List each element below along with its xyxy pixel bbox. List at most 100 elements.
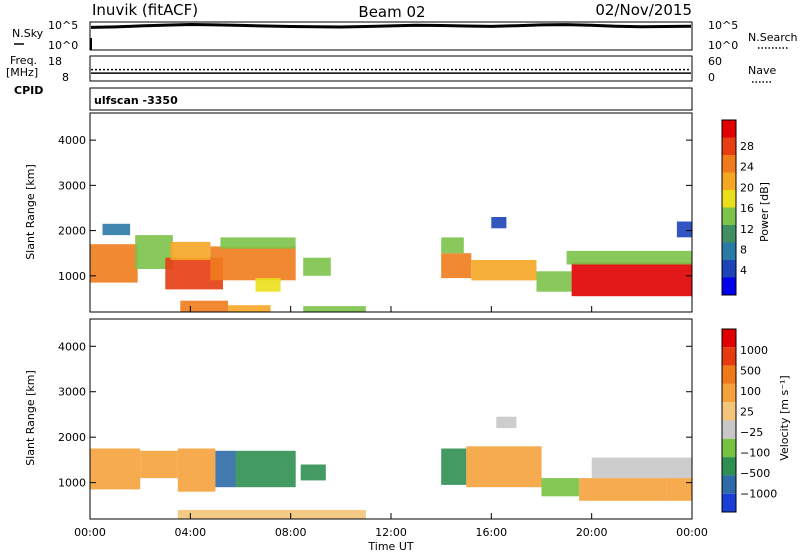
data-region-11 — [491, 217, 507, 229]
data-region-12 — [536, 271, 572, 292]
power-ylabel: Slant Range [km] — [24, 164, 37, 260]
x-tick-label-6: 00:00 — [676, 526, 708, 539]
data-region-5 — [220, 237, 296, 249]
colorbar-tick-0: 28 — [740, 140, 754, 153]
velocity-y-axis: 1000 2000 3000 4000 — [58, 340, 692, 490]
x-tick-label-5: 20:00 — [576, 526, 608, 539]
velocity-panel: 1000 2000 3000 4000 00:00 04:00 08:00 12:00 16:… — [24, 318, 791, 553]
data-region-5 — [300, 464, 326, 481]
colorbar-swatch-6 — [722, 225, 736, 243]
x-tick-label-3: 12:00 — [375, 526, 407, 539]
data-region-8 — [441, 253, 472, 279]
x-tick-label-2: 08:00 — [275, 526, 307, 539]
y-tick-label-1: 2000 — [58, 431, 86, 444]
y-tick-label-0: 1000 — [58, 270, 86, 283]
colorbar-swatch-1 — [722, 347, 736, 366]
noise-right-tick-top: 10^5 — [708, 19, 738, 32]
noise-right-tick-bottom: 10^0 — [708, 39, 738, 52]
colorbar-swatch-7 — [722, 457, 736, 476]
colorbar-tick-0: 1000 — [740, 344, 768, 357]
data-region-14 — [566, 250, 692, 265]
power-x-ticks — [89, 306, 693, 312]
frequency-panel-frame — [89, 55, 693, 82]
velocity-x-axis: 00:00 04:00 08:00 12:00 16:00 20:00 00:00 — [74, 513, 708, 539]
colorbar-swatch-7 — [722, 242, 736, 260]
data-region-17 — [303, 306, 366, 312]
data-region-13 — [571, 262, 692, 297]
colorbar-swatch-2 — [722, 155, 736, 173]
colorbar-swatch-9 — [722, 277, 736, 295]
y-tick-label-2: 3000 — [58, 386, 86, 399]
station-title: Inuvik (fitACF) — [92, 1, 198, 19]
colorbar-tick-4: −25 — [740, 426, 763, 439]
colorbar-swatch-9 — [722, 493, 736, 512]
noise-panel-frame — [89, 21, 693, 51]
x-tick-label-4: 16:00 — [475, 526, 507, 539]
freq-label: Freq. — [10, 54, 37, 67]
data-region-8 — [496, 416, 517, 429]
data-region-2 — [177, 448, 216, 492]
power-colorbar: 28 24 20 16 12 8 4 — [721, 119, 754, 296]
colorbar-tick-3: 25 — [740, 406, 754, 419]
data-region-4 — [210, 246, 296, 281]
data-region-10 — [471, 260, 537, 281]
colorbar-swatch-8 — [722, 260, 736, 278]
colorbar-swatch-3 — [722, 172, 736, 190]
colorbar-swatch-2 — [722, 365, 736, 384]
data-region-11 — [591, 457, 692, 479]
velocity-data — [90, 416, 692, 519]
cpid-bar-frame — [89, 87, 693, 111]
data-region-0 — [90, 244, 138, 283]
data-region-9 — [441, 237, 464, 254]
nave-tick-top: 60 — [708, 55, 722, 68]
freq-tick-top: 18 — [48, 55, 62, 68]
freq-units: [MHz] — [6, 66, 38, 79]
frequency-panel: Freq. [MHz] CPID 18 8 60 0 Nave — [6, 54, 776, 97]
beam-label: Beam 02 — [358, 3, 425, 21]
colorbar-swatch-1 — [722, 137, 736, 155]
colorbar-swatch-6 — [722, 438, 736, 458]
colorbar-swatch-8 — [722, 475, 736, 494]
colorbar-tick-5: 8 — [740, 244, 747, 257]
noise-panel: N.Sky 10^5 10^0 10^5 10^0 N.Search — [12, 19, 798, 52]
colorbar-tick-2: 20 — [740, 181, 754, 194]
power-colorbar-label: Power [dB] — [758, 182, 771, 242]
colorbar-swatch-0 — [722, 120, 736, 138]
cpid-value: ulfscan -3350 — [94, 94, 178, 107]
data-region-12 — [666, 478, 692, 501]
y-tick-label-2: 3000 — [58, 179, 86, 192]
noise-sky-line — [90, 22, 692, 29]
data-region-6 — [303, 257, 331, 276]
cpid-bar: ulfscan -3350 — [89, 87, 693, 111]
colorbar-tick-6: 4 — [740, 264, 747, 277]
data-region-18 — [102, 223, 131, 236]
power-panel: 1000 2000 3000 4000 Slant Range [km] 28 24 20… — [24, 112, 771, 313]
nsky-label: N.Sky — [12, 27, 44, 40]
y-tick-label-1: 2000 — [58, 225, 86, 238]
data-region-7 — [255, 278, 281, 292]
x-axis-label: Time UT — [367, 540, 413, 553]
nsearch-label: N.Search — [748, 31, 798, 44]
colorbar-swatch-4 — [722, 190, 736, 208]
power-y-axis: 1000 2000 3000 4000 — [58, 134, 692, 283]
data-region-16 — [228, 305, 271, 312]
data-region-3 — [170, 241, 211, 260]
data-region-1 — [140, 450, 178, 479]
x-tick-label-1: 04:00 — [174, 526, 206, 539]
colorbar-swatch-3 — [722, 383, 736, 403]
data-region-7 — [466, 446, 542, 488]
data-region-19 — [676, 221, 692, 238]
colorbar-tick-6: −500 — [740, 467, 770, 480]
velocity-colorbar: 1000 500 100 25 −25 −100 −500 −1000 — [721, 328, 777, 513]
data-region-3 — [215, 450, 236, 488]
colorbar-frame — [721, 328, 737, 513]
data-region-13 — [177, 509, 366, 519]
data-region-10 — [579, 478, 667, 501]
y-tick-label-3: 4000 — [58, 134, 86, 147]
colorbar-swatch-5 — [722, 207, 736, 225]
x-tick-label-0: 00:00 — [74, 526, 106, 539]
colorbar-tick-2: 100 — [740, 385, 761, 398]
colorbar-frame — [721, 119, 737, 296]
colorbar-tick-5: −100 — [740, 447, 770, 460]
